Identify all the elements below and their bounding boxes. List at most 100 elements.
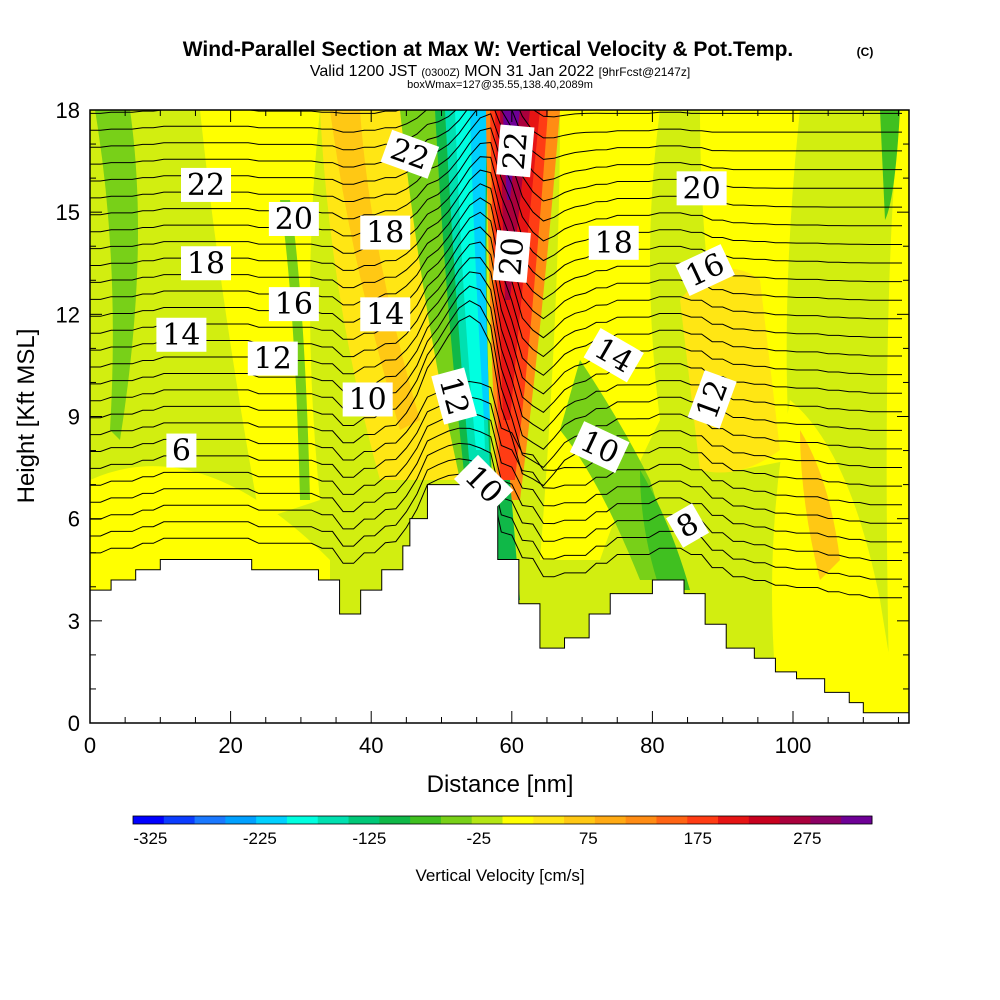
theta-label-box	[156, 317, 207, 352]
theta-contour-line	[90, 315, 902, 487]
theta-label-box	[360, 297, 411, 332]
theta-label-text: 22	[497, 130, 535, 171]
theta-label-box	[247, 341, 298, 376]
colorbar-tick-label: 175	[684, 829, 712, 848]
theta-contour-line	[90, 380, 902, 487]
y-tick-label: 12	[56, 302, 80, 327]
colorbar-swatch	[564, 816, 596, 824]
colorbar-swatch	[656, 816, 688, 824]
theta-label-box	[342, 382, 393, 417]
theta-label: 20	[676, 171, 727, 206]
valid-utc: (0300Z)	[421, 67, 460, 79]
theta-contour-line	[90, 285, 902, 450]
theta-label: 22	[180, 167, 231, 203]
theta-contour-line	[90, 0, 902, 1]
theta-label: 6	[166, 433, 197, 469]
theta-contour-line	[90, 110, 902, 182]
y-tick-label: 9	[68, 405, 80, 430]
theta-label-text: 16	[275, 287, 313, 322]
colorbar-tick-label: -225	[243, 829, 277, 848]
x-axis: 0 20 40 60 80 100	[84, 110, 899, 758]
y-tick-label: 3	[68, 609, 80, 634]
theta-label: 22	[496, 124, 535, 178]
y-axis-label: Height [Kft MSL]	[13, 329, 40, 504]
colorbar-swatch	[502, 816, 534, 824]
theta-label-box	[360, 215, 411, 250]
colorbar-swatch	[348, 816, 380, 824]
y-tick-label: 18	[56, 98, 80, 123]
colorbar-swatch	[718, 816, 750, 824]
theta-contour-line	[90, 257, 902, 414]
colorbar-swatch	[410, 816, 442, 824]
theta-contour-line	[90, 300, 902, 469]
theta-label: 12	[431, 367, 478, 425]
colorbar-swatch	[440, 816, 473, 824]
y-tick-label: 15	[56, 200, 80, 225]
colorbar-label: Vertical Velocity [cm/s]	[415, 866, 584, 885]
theta-label-text: 20	[683, 171, 721, 206]
theta-label-text: 18	[187, 246, 225, 281]
colorbar: -325 -225 -125 -25 75 175 275	[132, 815, 873, 848]
colorbar-swatch	[379, 816, 411, 824]
theta-contour-line	[90, 427, 902, 543]
theta-label: 18	[588, 225, 639, 261]
colorbar-tick-label: -325	[133, 829, 167, 848]
theta-label-text: 18	[595, 226, 633, 261]
theta-label-box	[687, 370, 737, 429]
theta-label-box	[268, 201, 319, 236]
colorbar-frame	[132, 815, 873, 825]
theta-contour-line	[90, 396, 902, 506]
theta-label-text: 20	[275, 202, 313, 237]
theta-contour-line	[90, 110, 902, 160]
forecast-tag: [9hrFcst@2147z]	[599, 65, 691, 79]
theta-label: 20	[492, 230, 531, 283]
theta-contour-line	[90, 156, 902, 281]
x-tick-label: 0	[84, 733, 96, 758]
theta-contour-line	[90, 110, 902, 139]
colorbar-tick-label: -25	[467, 829, 492, 848]
theta-label: 18	[360, 215, 411, 251]
theta-label-box	[180, 246, 231, 281]
colorbar-swatch	[225, 816, 257, 824]
theta-label-text: 10	[349, 382, 387, 417]
colorbar-tick-label: 275	[793, 829, 821, 848]
theta-contour-line	[90, 127, 902, 242]
valid-date: MON 31 Jan 2022	[464, 63, 594, 80]
theta-contour-line	[90, 197, 902, 339]
colorbar-swatch	[594, 816, 627, 824]
theta-label-box	[583, 327, 644, 383]
x-tick-label: 40	[359, 733, 383, 758]
colorbar-swatch	[317, 816, 350, 824]
theta-contour-line	[90, 110, 902, 118]
theta-contour-line	[90, 412, 902, 524]
theta-label-box	[496, 124, 535, 178]
theta-contour-line	[90, 0, 902, 39]
chart-title: Wind-Parallel Section at Max W: Vertical…	[183, 38, 794, 61]
theta-contour-line	[90, 141, 902, 262]
y-tick-label: 0	[68, 711, 80, 736]
theta-contour-line	[90, 241, 902, 395]
theta-contour-line	[90, 0, 902, 20]
colorbar-swatch	[533, 816, 565, 824]
x-tick-label: 80	[640, 733, 664, 758]
colorbar-tick-label: -125	[352, 829, 386, 848]
x-tick-label: 100	[775, 733, 812, 758]
theta-label-box	[569, 421, 630, 474]
valid-time: Valid 1200 JST	[310, 63, 418, 80]
colorbar-swatch	[194, 816, 226, 824]
theta-label-text: 6	[172, 434, 191, 469]
theta-label-text: 18	[366, 216, 404, 251]
colorbar-swatch	[471, 816, 503, 824]
x-tick-label: 60	[500, 733, 524, 758]
theta-label: 16	[268, 287, 319, 322]
x-tick-label: 20	[218, 733, 242, 758]
theta-label-box	[666, 503, 710, 548]
colorbar-swatch	[779, 816, 811, 824]
theta-label: 18	[180, 246, 231, 281]
colorbar-swatch	[810, 816, 842, 824]
colorbar-swatch	[133, 816, 165, 824]
y-axis: 0 3 6 9 12 15 18	[56, 98, 909, 736]
colorbar-swatch	[748, 816, 781, 824]
colorbar-swatch	[256, 816, 288, 824]
